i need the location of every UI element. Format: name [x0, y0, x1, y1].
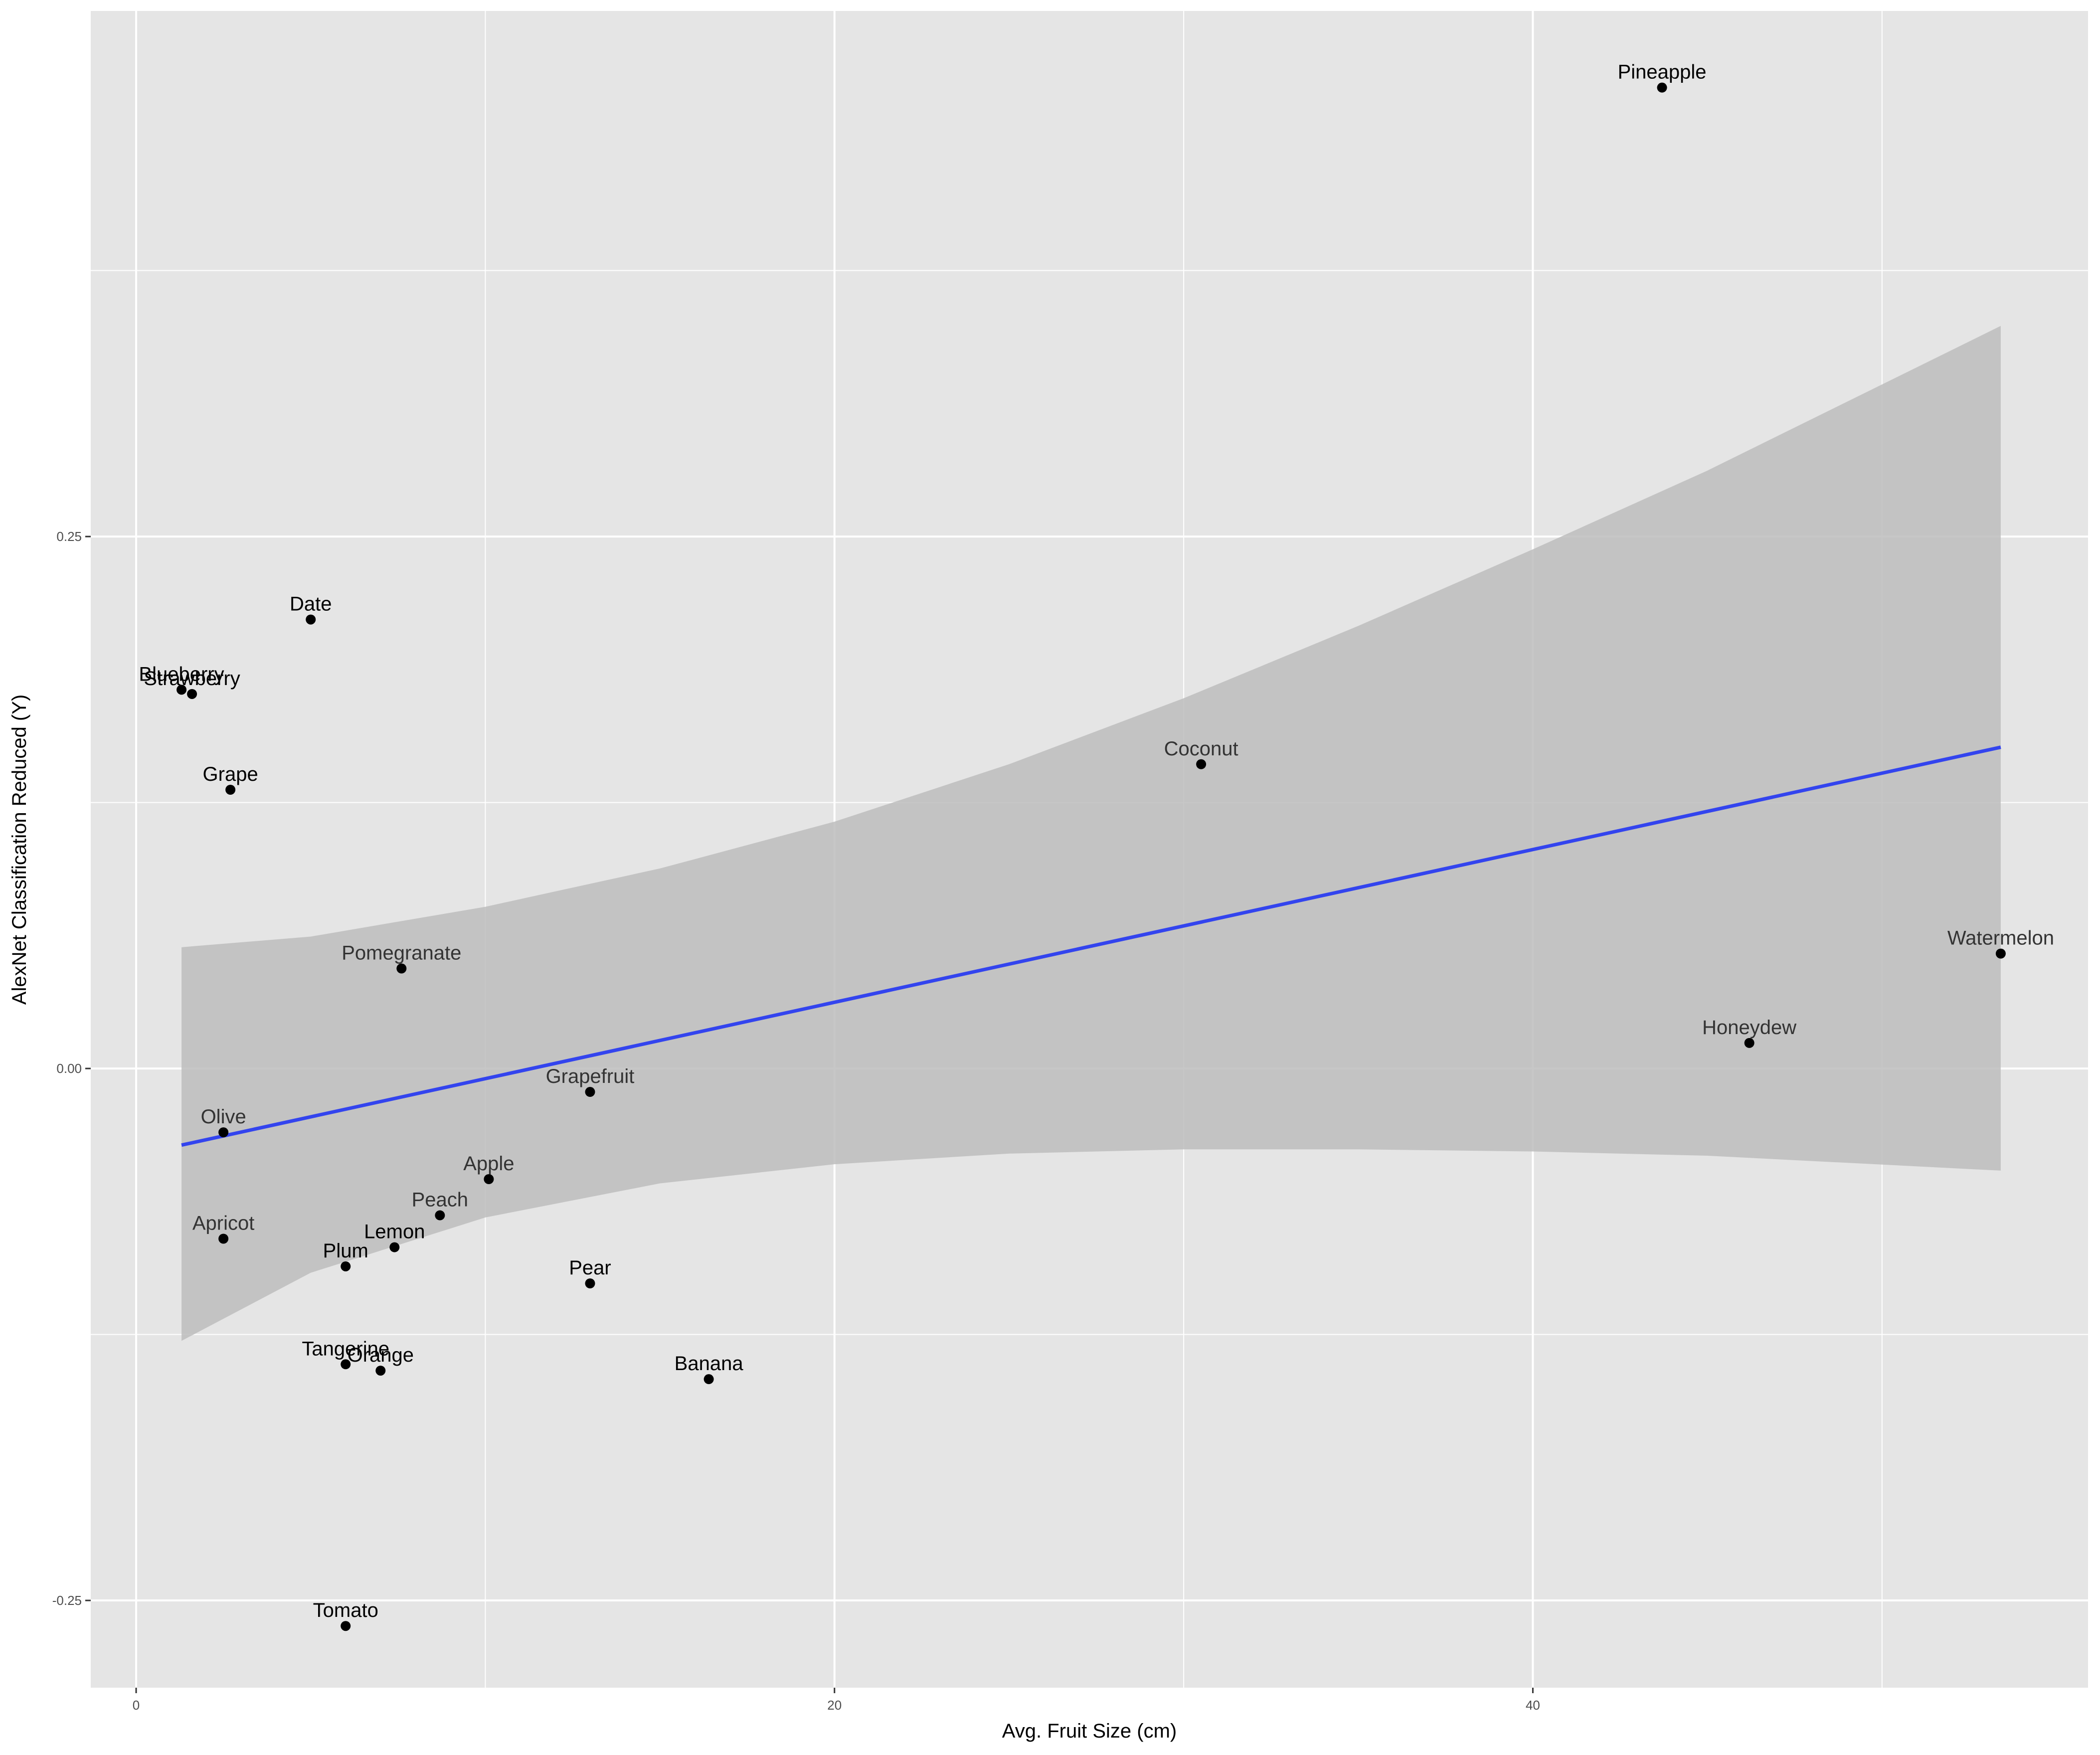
confidence-band [181, 326, 2001, 1341]
point-label: Plum [323, 1240, 368, 1262]
x-tick-label: 40 [1526, 1698, 1540, 1713]
point-label: Apricot [192, 1213, 255, 1234]
point-label: Grape [203, 763, 258, 785]
point-label: Tangerine [302, 1338, 389, 1360]
point-label: Tomato [313, 1599, 378, 1621]
point-label: Banana [675, 1353, 744, 1375]
data-point [1744, 1038, 1754, 1048]
data-point [484, 1174, 494, 1185]
point-label: Grapefruit [546, 1065, 635, 1087]
point-label: Pear [569, 1257, 611, 1279]
x-axis-title: Avg. Fruit Size (cm) [1002, 1720, 1177, 1742]
data-point [306, 614, 316, 625]
y-tick-label: 0.25 [56, 529, 82, 544]
point-label: Orange [348, 1344, 414, 1366]
point-label: Lemon [364, 1221, 425, 1243]
point-label: Coconut [1164, 738, 1238, 760]
point-label: Olive [201, 1106, 246, 1128]
point-label: Date [290, 593, 332, 615]
point-label: Pineapple [1618, 61, 1707, 83]
data-point [1657, 82, 1667, 93]
data-point [585, 1278, 595, 1289]
data-point [435, 1210, 445, 1221]
data-point [218, 1127, 229, 1138]
point-label: Peach [412, 1189, 468, 1211]
data-point [341, 1261, 351, 1271]
point-label: Blueberry [139, 663, 224, 685]
data-point [703, 1374, 714, 1385]
data-point [375, 1366, 386, 1376]
data-point [341, 1621, 351, 1631]
point-label: Strawberry [144, 668, 240, 690]
data-point [389, 1242, 400, 1252]
data-point [187, 689, 197, 699]
point-label: Apple [463, 1153, 514, 1175]
y-tick-label: 0.00 [56, 1061, 82, 1076]
point-label: Pomegranate [342, 942, 461, 964]
data-point [1995, 948, 2006, 959]
data-points [176, 82, 2006, 1631]
data-point [218, 1233, 229, 1244]
data-point [396, 963, 407, 974]
axis-ticks [85, 535, 1534, 1693]
data-point [225, 785, 236, 795]
data-point [176, 685, 187, 695]
regression-line [181, 745, 2001, 1147]
data-point [585, 1087, 595, 1097]
x-tick-label: 20 [827, 1698, 842, 1713]
y-tick-label: -0.25 [52, 1593, 82, 1608]
point-label: Watermelon [1947, 927, 2054, 949]
data-point [1196, 759, 1207, 769]
point-label: Honeydew [1702, 1017, 1796, 1039]
tick-labels: 0 20 40 -0.25 0.00 0.25 [52, 529, 1540, 1713]
y-axis-title: AlexNet Classification Reduced (Y) [8, 695, 30, 1005]
data-point [341, 1359, 351, 1370]
x-tick-label: 0 [133, 1698, 140, 1713]
